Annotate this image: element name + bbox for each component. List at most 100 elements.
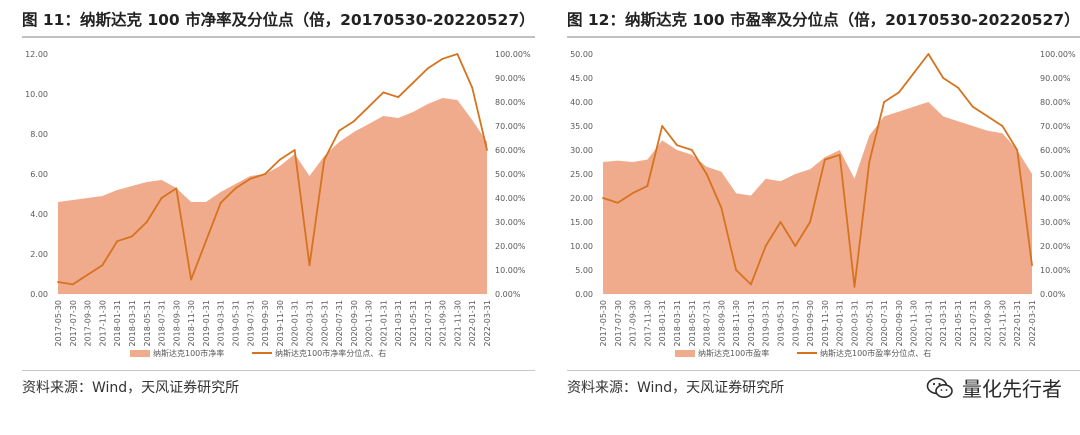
line-point [86,273,89,276]
area-series [58,98,487,294]
line-point [264,173,266,175]
x-tick-label: 2020-01-31 [291,300,300,347]
percentile-line-series [602,53,1033,288]
line-point [323,158,326,161]
line-point [441,57,444,60]
line-point [735,269,737,271]
line-point [631,192,634,195]
line-point [353,120,355,123]
x-tick-label: 2021-01-31 [924,300,933,347]
line-point [367,105,370,108]
y-right-tick-label: 60.00% [495,146,526,155]
line-point [1001,125,1004,127]
line-point [249,177,252,180]
line-point [602,197,604,199]
title-divider [567,36,1080,38]
x-tick-label: 2017-07-30 [614,300,623,347]
y-right-tick-label: 100.00% [1040,50,1076,59]
line-point [116,240,119,243]
y-left-tick-label: 8.00 [30,130,48,139]
y-right-tick-label: 90.00% [495,74,526,83]
line-point [912,72,915,75]
x-tick-label: 2021-07-31 [424,300,433,347]
x-tick-label: 2018-09-30 [717,300,726,347]
line-point [456,53,459,55]
y-right-tick-label: 20.00% [495,242,526,251]
x-tick-label: 2020-01-31 [836,300,845,347]
x-tick-label: 2021-11-30 [998,300,1007,347]
line-point [720,206,723,209]
line-point [397,96,400,99]
line-point [190,278,193,281]
legend-label-line: 纳斯达克100市净率分位点、右 [275,348,386,358]
title-divider [22,36,535,38]
y-right-tick-label: 30.00% [1040,218,1071,227]
x-tick-label: 2020-11-30 [910,300,919,347]
y-left-tick-label: 45.00 [570,74,593,83]
x-tick-label: 2018-07-31 [703,300,712,347]
x-tick-label: 2019-11-30 [276,300,285,347]
line-point [486,149,488,151]
x-tick-label: 2017-07-30 [69,300,78,347]
x-tick-label: 2020-05-31 [320,300,329,347]
y-right-tick-label: 50.00% [1040,170,1071,179]
y-left-tick-label: 25.00 [570,170,593,179]
pe-chart-svg: 0.00 5.00 10.00 15.00 20.00 25.00 30.00 35.00 40… [570,50,1076,358]
line-point [131,235,133,238]
pb-chart-svg: 0.00 2.00 4.00 6.00 8.00 10.00 12.00 0.00% 10.00… [25,50,531,358]
x-tick-label: 2021-05-31 [954,300,963,347]
line-point [794,245,797,247]
line-point [676,144,678,147]
y-left-tick-label: 5.00 [575,266,593,275]
x-tick-label: 2021-01-31 [379,300,388,347]
x-tick-label: 2021-05-31 [409,300,418,347]
line-point [382,91,385,94]
y-right-tick-label: 40.00% [495,194,526,203]
x-tick-label: 2020-03-31 [851,300,860,347]
y-right-tick-label: 0.00% [495,290,521,299]
y-left-tick-label: 35.00 [570,122,593,131]
line-point [868,161,871,163]
line-point [779,221,782,223]
line-point [160,197,163,199]
line-point [705,173,708,175]
chart-panel-pb: 图 11：纳斯达克 100 市净率及分位点（倍，20170530-2022052… [0,0,535,435]
x-tick-label: 2019-03-31 [762,300,771,347]
x-tick-label: 2021-09-30 [439,300,448,347]
line-point [145,221,148,223]
x-tick-label: 2018-01-31 [113,300,122,347]
y-right-tick-label: 80.00% [495,98,526,107]
x-tick-label: 2021-11-30 [453,300,462,347]
x-tick-label: 2017-09-30 [629,300,638,347]
line-point [690,149,693,151]
x-tick-label: 2019-01-31 [202,300,211,347]
line-point [838,153,841,156]
y-right-tick-label: 30.00% [495,218,526,227]
y-left-tick-label: 6.00 [30,170,48,179]
y-left-tick-label: 12.00 [25,50,48,59]
y-left-tick-label: 0.00 [30,290,48,299]
y-left-tick-label: 50.00 [570,50,593,59]
x-tick-label: 2022-03-31 [483,300,492,347]
line-point [71,283,74,286]
x-tick-label: 2018-01-31 [658,300,667,347]
line-point [101,264,104,267]
line-point [986,115,989,118]
line-point [883,101,885,103]
y-left-tick-label: 10.00 [570,242,593,251]
line-point [616,201,619,204]
y-left-tick-label: 2.00 [30,250,48,259]
line-point [57,281,59,283]
line-point [898,91,900,94]
y-left-tick-label: 20.00 [570,194,593,203]
source-note: 资料来源：Wind，天风证券研究所 [567,380,785,396]
x-tick-label: 2020-11-30 [365,300,374,347]
line-point [426,67,429,70]
y-right-tick-label: 10.00% [1040,266,1071,275]
y-right-tick-label: 20.00% [1040,242,1071,251]
y-right-tick-label: 10.00% [495,266,526,275]
x-tick-label: 2018-03-31 [128,300,137,347]
x-tick-label: 2017-11-30 [98,300,107,347]
legend-swatch-area [675,350,695,357]
y-left-tick-label: 15.00 [570,218,593,227]
